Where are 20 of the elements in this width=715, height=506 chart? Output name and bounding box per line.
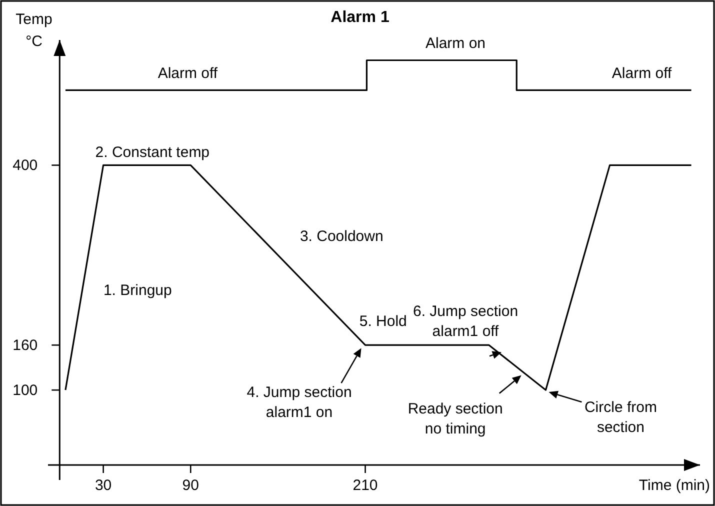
annotation: 2. Constant temp (95, 144, 210, 162)
annotation: 1. Bringup (103, 282, 172, 299)
annotation: Circle from section (584, 399, 657, 436)
x-tick-label: 90 (182, 477, 199, 494)
y-tick-label: 400 (12, 157, 38, 174)
x-axis-title: Time (min) (638, 477, 710, 494)
annotation: 5. Hold (359, 313, 407, 330)
annotation: Alarm on (425, 35, 486, 52)
annotation: 4. Jump section alarm1 on (246, 384, 352, 422)
chart-title: Alarm 1 (330, 9, 390, 26)
annotation: 3. Cooldown (300, 228, 384, 246)
y-axis-title: Temp °C (16, 11, 52, 50)
annotation: Ready section no timing (408, 400, 503, 438)
x-tick-label: 210 (352, 477, 378, 494)
annotation: 6. Jump section alarm1 off (412, 303, 518, 340)
annotation: Alarm off (612, 65, 672, 82)
annotation: Alarm off (158, 65, 218, 82)
y-tick-label: 100 (12, 382, 38, 400)
x-tick-label: 30 (94, 477, 112, 494)
y-tick-label: 160 (12, 337, 38, 354)
